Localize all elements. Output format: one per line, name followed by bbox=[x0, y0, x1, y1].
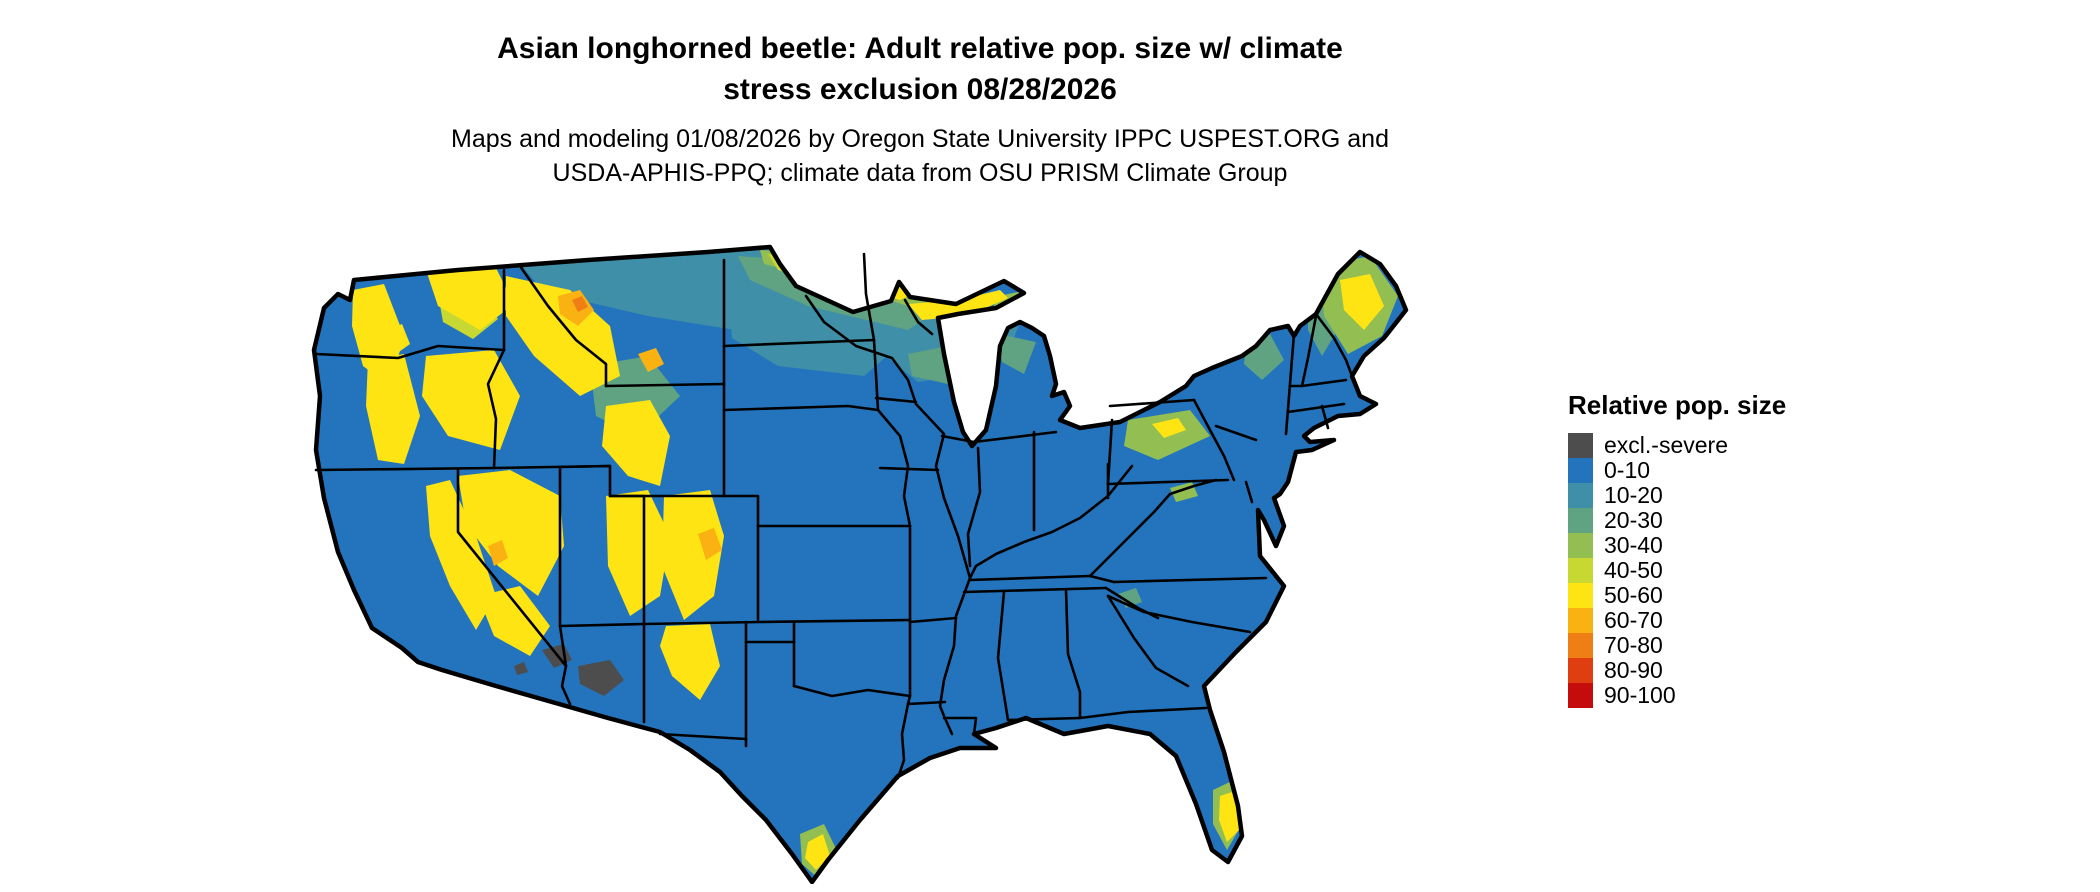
map-title-line1: Asian longhorned beetle: Adult relative … bbox=[497, 32, 1343, 65]
legend-items: excl.-severe 0-10 10-20 20-30 30-40 40-50 50-6… bbox=[1568, 432, 1786, 708]
legend-label: 30-40 bbox=[1604, 532, 1663, 558]
map-title-line2: stress exclusion 08/28/2026 bbox=[723, 73, 1117, 106]
legend-item: excl.-severe bbox=[1568, 432, 1786, 458]
legend-swatch bbox=[1568, 633, 1593, 658]
legend-item: 80-90 bbox=[1568, 657, 1786, 683]
legend-swatch bbox=[1568, 508, 1593, 533]
state-borders bbox=[314, 252, 1354, 780]
us-map-svg bbox=[311, 244, 1409, 884]
legend-item: 0-10 bbox=[1568, 457, 1786, 483]
legend-label: 0-10 bbox=[1604, 457, 1651, 483]
legend-item: 10-20 bbox=[1568, 482, 1786, 508]
legend-item: 90-100 bbox=[1568, 682, 1786, 708]
legend-title: Relative pop. size bbox=[1568, 390, 1787, 420]
legend-swatch bbox=[1568, 433, 1593, 458]
legend-label: 10-20 bbox=[1604, 482, 1663, 508]
legend-label: 50-60 bbox=[1604, 582, 1663, 608]
legend-swatch bbox=[1568, 608, 1593, 633]
legend-swatch bbox=[1568, 583, 1593, 608]
legend-swatch bbox=[1568, 683, 1593, 708]
risk-patches bbox=[352, 247, 1398, 879]
country-outline bbox=[311, 244, 1409, 884]
legend-swatch bbox=[1568, 458, 1593, 483]
legend: Relative pop. size excl.-severe 0-10 10-20… bbox=[1568, 390, 1786, 708]
legend-swatch bbox=[1568, 483, 1593, 508]
legend-label: 80-90 bbox=[1604, 657, 1663, 683]
legend-item: 40-50 bbox=[1568, 557, 1786, 583]
map-subtitle-line1: Maps and modeling 01/08/2026 by Oregon S… bbox=[451, 125, 1389, 153]
legend-label: 20-30 bbox=[1604, 507, 1663, 533]
legend-label: 60-70 bbox=[1604, 607, 1663, 633]
legend-item: 20-30 bbox=[1568, 507, 1786, 533]
us-map bbox=[308, 234, 1528, 884]
legend-swatch bbox=[1568, 658, 1593, 683]
legend-swatch bbox=[1568, 533, 1593, 558]
legend-item: 70-80 bbox=[1568, 632, 1786, 658]
legend-label: 90-100 bbox=[1604, 682, 1676, 708]
legend-label: excl.-severe bbox=[1604, 432, 1728, 458]
legend-label: 70-80 bbox=[1604, 632, 1663, 658]
legend-item: 50-60 bbox=[1568, 582, 1786, 608]
legend-swatch bbox=[1568, 558, 1593, 583]
map-subtitle-line2: USDA-APHIS-PPQ; climate data from OSU PR… bbox=[552, 159, 1288, 187]
legend-label: 40-50 bbox=[1604, 557, 1663, 583]
map-subtitle: Maps and modeling 01/08/2026 by Oregon S… bbox=[0, 122, 1840, 190]
map-title: Asian longhorned beetle: Adult relative … bbox=[0, 28, 1840, 110]
land-base bbox=[314, 247, 1406, 882]
legend-item: 30-40 bbox=[1568, 532, 1786, 558]
legend-item: 60-70 bbox=[1568, 607, 1786, 633]
